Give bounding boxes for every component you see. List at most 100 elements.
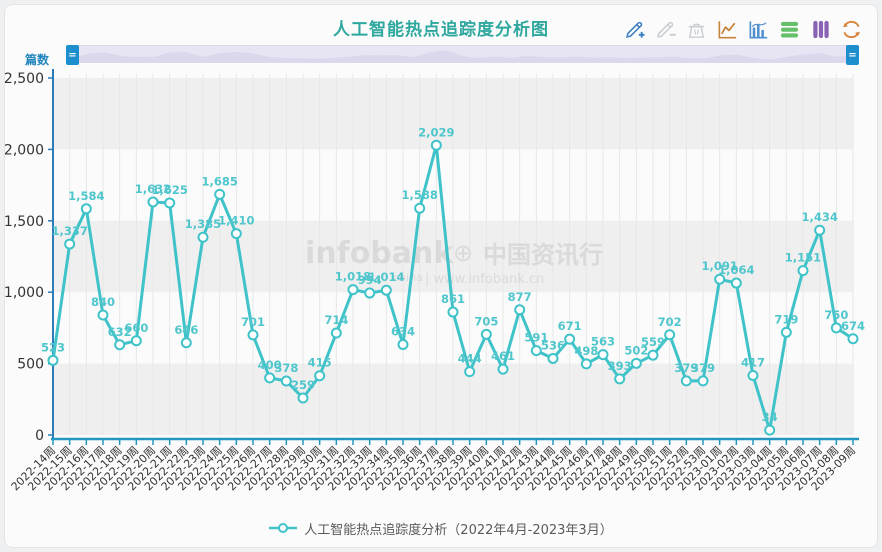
data-point[interactable] — [97, 309, 109, 321]
data-point[interactable] — [230, 228, 242, 240]
chart-title: 人工智能热点追踪度分析图 — [333, 20, 549, 40]
data-point-label: 461 — [491, 349, 515, 363]
y-axis-tick-label: 2,500 — [5, 71, 44, 87]
data-point-label: 1,014 — [368, 270, 404, 284]
watermark: | www.infobank.cn — [425, 272, 544, 287]
data-point-label: 671 — [558, 319, 582, 333]
data-point[interactable] — [47, 354, 59, 366]
data-point[interactable] — [347, 284, 359, 296]
y-axis-tick-label: 2,000 — [5, 142, 44, 158]
data-point[interactable] — [114, 339, 126, 351]
legend-item[interactable]: 人工智能热点追踪度分析（2022年4月-2023年3月） — [5, 519, 877, 538]
data-point-label: 701 — [241, 315, 265, 329]
data-point[interactable] — [414, 202, 426, 214]
data-point[interactable] — [564, 333, 576, 345]
data-point[interactable] — [380, 284, 392, 296]
line-chart-icon[interactable] — [715, 17, 739, 41]
data-point[interactable] — [447, 306, 459, 318]
data-point[interactable] — [597, 349, 609, 361]
data-point-label: 660 — [124, 321, 148, 335]
data-point-label: 1,410 — [218, 214, 254, 228]
data-point[interactable] — [580, 358, 592, 370]
data-point-label: 1,584 — [68, 189, 104, 203]
data-point[interactable] — [180, 337, 192, 349]
data-point[interactable] — [80, 203, 92, 215]
data-point[interactable] — [730, 277, 742, 289]
y-axis-tick-label: 0 — [35, 428, 44, 444]
data-point[interactable] — [830, 322, 842, 334]
data-point[interactable] — [814, 224, 826, 236]
datazoom-slider[interactable]: = = — [66, 45, 859, 65]
watermark: infobank — [305, 236, 454, 271]
data-point[interactable] — [130, 335, 142, 347]
data-point-label: 1,434 — [801, 210, 837, 224]
clear-icon — [684, 17, 708, 41]
bar-chart-icon[interactable] — [746, 17, 770, 41]
data-point[interactable] — [164, 197, 176, 209]
stack-icon[interactable] — [777, 17, 801, 41]
data-point[interactable] — [764, 424, 776, 436]
data-point[interactable] — [847, 333, 859, 345]
data-point[interactable] — [197, 231, 209, 243]
data-point-label: 705 — [474, 314, 498, 328]
data-point[interactable] — [514, 304, 526, 316]
data-point[interactable] — [314, 370, 326, 382]
data-point-label: 632 — [108, 325, 132, 339]
data-point[interactable] — [547, 352, 559, 364]
data-point-label: 498 — [574, 344, 598, 358]
data-point[interactable] — [647, 349, 659, 361]
data-point-label: 1,337 — [51, 224, 87, 238]
data-point-label: 719 — [774, 312, 798, 326]
data-point-label: 379 — [674, 361, 698, 375]
data-point[interactable] — [280, 375, 292, 387]
data-point-label: 750 — [824, 308, 848, 322]
data-point[interactable] — [464, 366, 476, 378]
tiled-icon[interactable] — [808, 17, 832, 41]
data-point[interactable] — [797, 265, 809, 277]
refresh-icon[interactable] — [839, 17, 863, 41]
data-point-label: 563 — [591, 335, 615, 349]
data-point[interactable] — [330, 327, 342, 339]
toolbar — [622, 17, 863, 41]
data-point[interactable] — [364, 287, 376, 299]
data-point[interactable] — [780, 326, 792, 338]
data-point[interactable] — [680, 375, 692, 387]
line-chart[interactable]: infobank ⊕ 中国资讯行 china | www.infobank.cn 0 500… — [5, 63, 879, 515]
data-point-label: 415 — [308, 356, 332, 370]
data-point-label: 444 — [458, 352, 482, 366]
data-point[interactable] — [614, 373, 626, 385]
data-point-label: 378 — [274, 361, 298, 375]
data-point[interactable] — [147, 196, 159, 208]
data-point-label: 2,029 — [418, 125, 454, 139]
watermark: 中国资讯行 — [483, 241, 603, 269]
datazoom-data-shadow — [73, 50, 852, 62]
data-point-label: 1,018 — [335, 270, 371, 284]
data-point[interactable] — [714, 273, 726, 285]
data-point[interactable] — [397, 338, 409, 350]
data-point-label: 1,588 — [401, 188, 437, 202]
data-point[interactable] — [664, 329, 676, 341]
data-point[interactable] — [497, 363, 509, 375]
y-axis-tick-label: 1,500 — [5, 214, 44, 230]
data-point[interactable] — [264, 372, 276, 384]
data-point[interactable] — [630, 357, 642, 369]
datazoom-right-handle[interactable]: = — [846, 45, 859, 65]
data-point-label: 1,385 — [185, 217, 221, 231]
data-point[interactable] — [64, 238, 76, 250]
watermark: china — [393, 271, 423, 284]
edit-add-icon[interactable] — [622, 17, 646, 41]
data-point[interactable] — [247, 329, 259, 341]
data-point-label: 1,625 — [151, 183, 187, 197]
datazoom-left-handle[interactable]: = — [66, 45, 79, 65]
data-point[interactable] — [430, 139, 442, 151]
data-point[interactable] — [214, 188, 226, 200]
data-point[interactable] — [530, 345, 542, 357]
data-point-label: 1,685 — [201, 174, 237, 188]
data-point[interactable] — [297, 392, 309, 404]
data-point[interactable] — [747, 369, 759, 381]
y-axis-tick-label: 500 — [17, 357, 44, 373]
data-point-label: 1,632 — [135, 182, 171, 196]
data-point[interactable] — [480, 328, 492, 340]
data-point[interactable] — [697, 375, 709, 387]
chart-card: 人工智能热点追踪度分析图 = = 篇数 infobank ⊕ 中国资讯行 china |… — [4, 4, 878, 548]
